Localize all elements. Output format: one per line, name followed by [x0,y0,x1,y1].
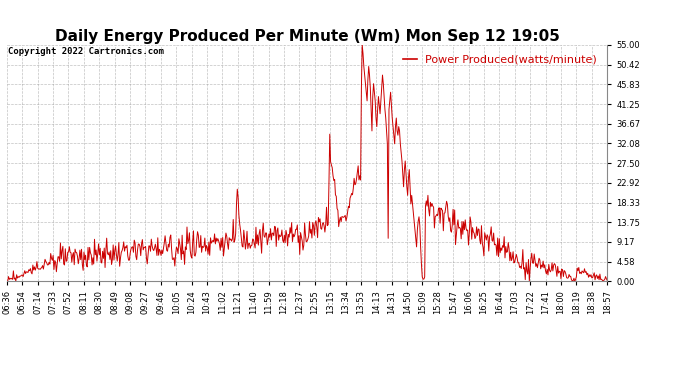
Text: Copyright 2022 Cartronics.com: Copyright 2022 Cartronics.com [8,47,164,56]
Legend: Power Produced(watts/minute): Power Produced(watts/minute) [399,51,602,69]
Title: Daily Energy Produced Per Minute (Wm) Mon Sep 12 19:05: Daily Energy Produced Per Minute (Wm) Mo… [55,29,560,44]
